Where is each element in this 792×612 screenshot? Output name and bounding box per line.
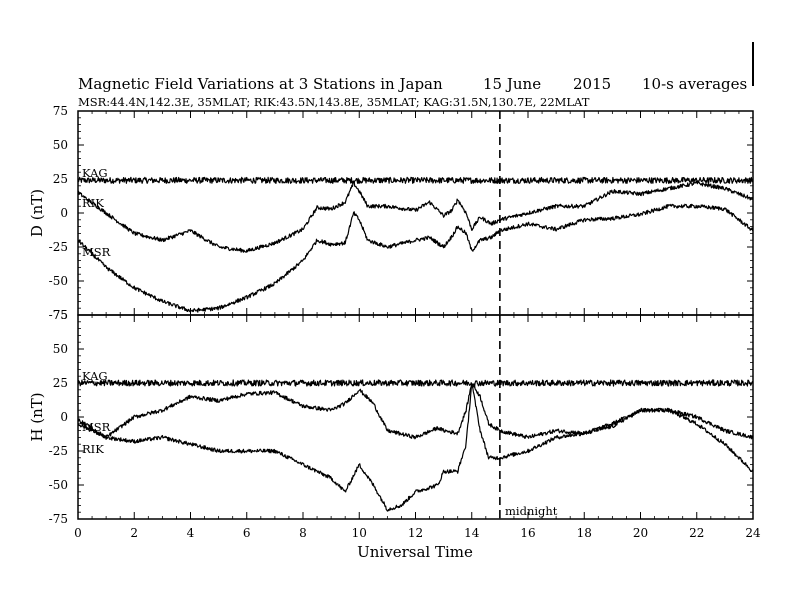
top-series-rik <box>77 180 754 253</box>
top-ytick-label: -50 <box>49 274 68 288</box>
bottom-ytick-label: -50 <box>49 478 68 492</box>
x-tick-label: 0 <box>74 526 82 540</box>
bottom-ytick-label: 25 <box>53 376 68 390</box>
figure-year: 2015 <box>573 75 611 93</box>
x-tick-label: 10 <box>352 526 367 540</box>
bottom-series-label-kag: KAG <box>82 369 108 383</box>
top-ytick-label: 25 <box>53 172 68 186</box>
bottom-series-kag <box>77 379 754 387</box>
figure-date: 15 June <box>483 75 541 93</box>
bottom-ytick-label: 0 <box>60 410 68 424</box>
x-tick-label: 22 <box>689 526 704 540</box>
top-series-kag <box>77 176 754 184</box>
top-ytick-label: 75 <box>53 104 68 118</box>
top-series-label-msr: MSR <box>82 245 111 259</box>
stations-info: MSR:44.4N,142.3E, 35MLAT; RIK:43.5N,143.… <box>78 95 590 109</box>
x-axis-label: Universal Time <box>357 543 473 561</box>
top-ytick-label: -75 <box>49 308 68 322</box>
figure-title: Magnetic Field Variations at 3 Stations … <box>78 75 443 93</box>
x-tick-label: 14 <box>464 526 480 540</box>
bottom-panel-ylabel: H (nT) <box>28 392 46 441</box>
top-ytick-label: 50 <box>53 138 68 152</box>
bottom-ytick-label: 50 <box>53 342 68 356</box>
top-panel-ylabel: D (nT) <box>28 189 46 237</box>
figure-averaging: 10-s averages <box>642 75 747 93</box>
bottom-ytick-label: 75 <box>53 308 68 322</box>
top-ytick-label: -25 <box>49 240 68 254</box>
x-tick-label: 2 <box>130 526 138 540</box>
x-tick-label: 16 <box>520 526 535 540</box>
bottom-ytick-label: -25 <box>49 444 68 458</box>
midnight-label: midnight <box>505 504 558 518</box>
x-tick-label: 6 <box>243 526 251 540</box>
x-tick-label: 24 <box>745 526 761 540</box>
top-ytick-label: 0 <box>60 206 68 220</box>
top-series-msr <box>77 203 754 313</box>
x-tick-label: 8 <box>299 526 307 540</box>
x-tick-label: 4 <box>187 526 195 540</box>
bottom-series-label-rik: RIK <box>82 442 104 456</box>
x-tick-label: 18 <box>577 526 592 540</box>
bottom-series-label-msr: MSR <box>82 420 111 434</box>
bottom-series-rik <box>77 383 754 512</box>
x-tick-label: 20 <box>633 526 648 540</box>
bottom-ytick-label: -75 <box>49 512 68 526</box>
top-series-label-kag: KAG <box>82 166 108 180</box>
top-series-label-rik: RIK <box>82 196 104 210</box>
x-tick-label: 12 <box>408 526 423 540</box>
